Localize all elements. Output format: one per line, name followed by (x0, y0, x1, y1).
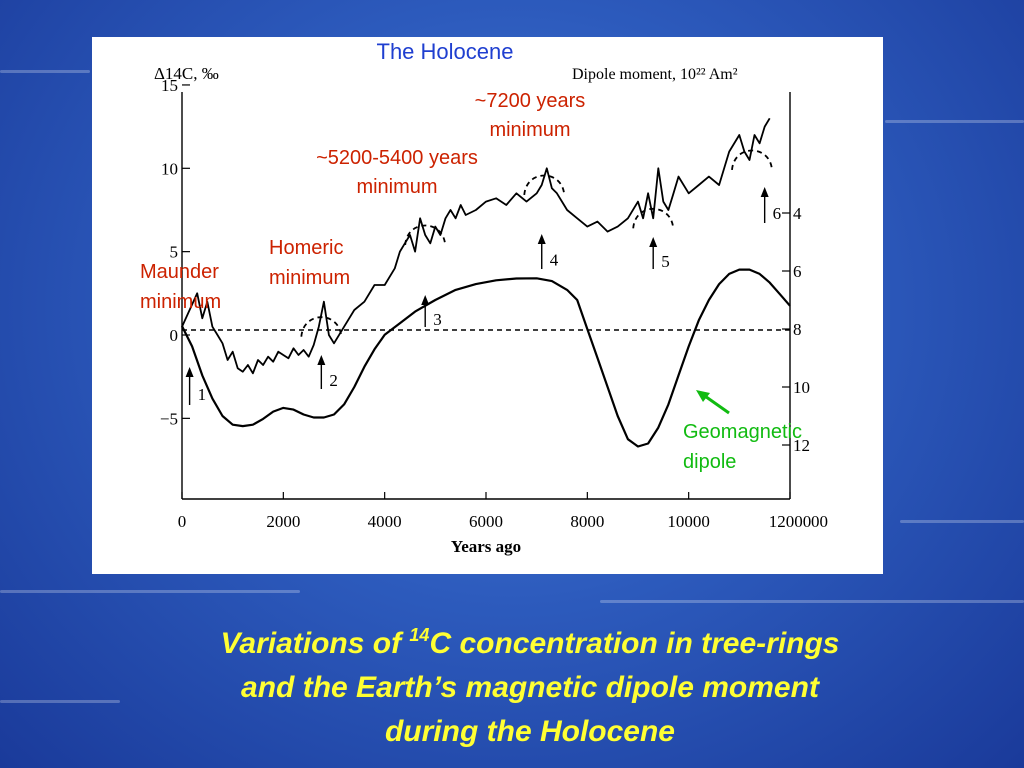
minimum-arc (731, 149, 773, 171)
chart-figure: 0 2000 4000 6000 8000 10000 12000 00 15 10 5 0 −5 4… (92, 37, 883, 574)
caption-line-1-pre: Variations of (220, 627, 410, 660)
bg-streak (600, 600, 1024, 603)
y-right-tick-label: 10 (793, 378, 810, 397)
annotation-homeric-line2: minimum (269, 267, 350, 289)
marker-label: 3 (433, 310, 442, 329)
bg-streak (0, 590, 300, 593)
caption-line-1-post: C concentration in tree-rings (429, 627, 840, 660)
caption-line-1: Variations of 14C concentration in tree-… (100, 622, 960, 666)
x-tick-label: 8000 (570, 512, 604, 531)
annotation-geo-line1: Geomagnetic (683, 421, 802, 443)
annotation-maunder-line1: Maunder (140, 261, 219, 283)
x-tick-label: 12000 (769, 512, 812, 531)
dipole-moment-series (181, 268, 791, 448)
delta14c-series (181, 117, 771, 375)
x-tick-label: 2000 (266, 512, 300, 531)
marker-arrow-head (649, 237, 658, 247)
x-tick-label-extra: 00 (811, 512, 828, 531)
left-axis-label: Δ14C, ‰ (154, 64, 219, 83)
bg-streak (0, 700, 120, 703)
y-left-tick-label: 15 (161, 76, 178, 95)
marker-arrow-head (185, 367, 194, 377)
slide-caption: Variations of 14C concentration in tree-… (100, 622, 960, 754)
caption-superscript: 14 (409, 625, 430, 645)
x-tick-label: 10000 (667, 512, 710, 531)
annotation-7200-line2: minimum (489, 119, 570, 141)
right-axis-label: Dipole moment, 10²² Am² (572, 66, 738, 83)
y-left-tick-label: −5 (160, 409, 178, 428)
x-tick-label: 0 (178, 512, 187, 531)
x-tick-label: 4000 (368, 512, 402, 531)
x-axis-label: Years ago (451, 537, 521, 556)
y-left-tick-label: 5 (170, 243, 179, 262)
marker-arrow-head (537, 234, 546, 244)
annotation-5200-line1: ~5200-5400 years (316, 147, 478, 169)
annotation-homeric-line1: Homeric (269, 237, 343, 259)
marker-arrow-head (421, 295, 430, 305)
marker-label: 5 (661, 252, 670, 271)
marker-arrow-head (317, 355, 326, 365)
chart-title: The Holocene (377, 39, 514, 64)
y-left-tick-label: 0 (170, 326, 179, 345)
minimum-arc (523, 174, 566, 196)
minimum-arc (632, 207, 675, 229)
marker-label: 2 (329, 371, 338, 390)
y-right-tick-label: 12 (793, 436, 810, 455)
minimum-arc (404, 224, 447, 246)
bg-streak (900, 520, 1024, 523)
geo-arrow (696, 390, 730, 415)
bg-streak (0, 70, 90, 73)
marker-label: 6 (773, 204, 782, 223)
y-right-tick-label: 6 (793, 262, 802, 281)
annotation-5200-line2: minimum (356, 176, 437, 198)
y-left-tick-label: 10 (161, 159, 178, 178)
caption-line-3: during the Holocene (384, 715, 675, 748)
annotation-geo-line2: dipole (683, 451, 736, 473)
bg-streak (885, 120, 1024, 123)
minimum-arc (300, 316, 343, 337)
marker-arrow-head (760, 187, 769, 197)
annotation-maunder-line2: minimum (140, 291, 221, 313)
annotation-7200-line1: ~7200 years (475, 90, 586, 112)
x-tick-label: 6000 (469, 512, 503, 531)
caption-line-2: and the Earth’s magnetic dipole moment (241, 671, 819, 704)
marker-label: 1 (198, 385, 207, 404)
y-right-tick-label: 8 (793, 320, 802, 339)
y-right-tick-label: 4 (793, 204, 802, 223)
marker-label: 4 (550, 251, 559, 270)
